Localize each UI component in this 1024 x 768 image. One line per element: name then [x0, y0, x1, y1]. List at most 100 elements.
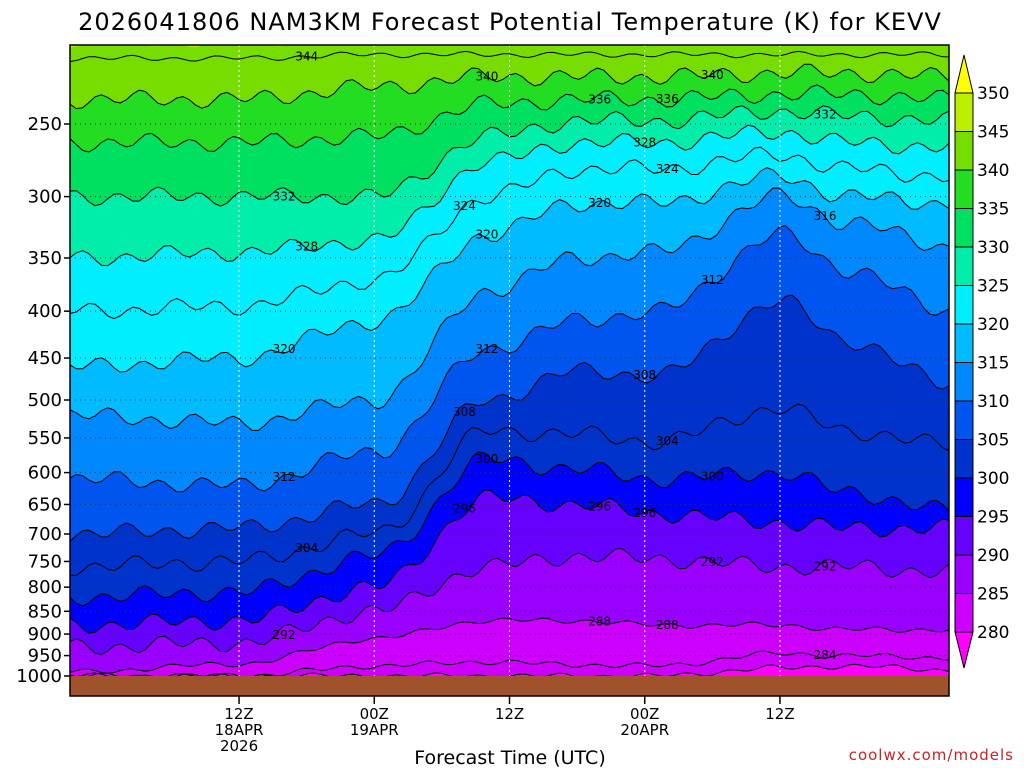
colorbar-label: 300: [977, 469, 1009, 489]
contour-label: 292: [273, 628, 296, 642]
contour-label: 304: [295, 541, 318, 555]
contour-label: 340: [476, 70, 499, 84]
y-tick-label: 700: [28, 524, 62, 545]
contour-label: 300: [701, 469, 724, 483]
x-tick-label: 12Z: [765, 705, 794, 723]
contour-labels: 3443403363403323363283323243283203243123…: [273, 49, 837, 662]
colorbar-segment: [954, 92, 974, 132]
contour-label: 320: [273, 342, 296, 356]
y-tick-label: 350: [28, 248, 62, 269]
chart-title: 2026041806 NAM3KM Forecast Potential Tem…: [78, 8, 942, 36]
contour-label: 308: [633, 368, 656, 382]
x-axis-label: Forecast Time (UTC): [414, 747, 605, 768]
contour-324: [70, 146, 949, 320]
y-tick-label: 500: [28, 390, 62, 411]
contour-288: [70, 617, 949, 674]
y-tick-label: 250: [28, 114, 62, 135]
colorbar-label: 315: [977, 354, 1009, 374]
contour-label: 320: [588, 196, 611, 210]
ground-surface: [70, 676, 949, 696]
contour-label: 324: [453, 199, 476, 213]
contour-label: 312: [476, 342, 499, 356]
colorbar-segment: [954, 131, 974, 171]
contour-label: 316: [814, 209, 837, 223]
colorbar-segment: [954, 477, 974, 517]
colorbar-label: 295: [977, 508, 1009, 528]
colorbar-min-arrow: [954, 631, 974, 669]
x-tick-label: 12Z: [495, 705, 524, 723]
contour-label: 332: [273, 190, 296, 204]
contour-label: 296: [588, 499, 611, 513]
contour-label: 284: [814, 648, 837, 662]
colorbar-segment: [954, 439, 974, 479]
contour-300: [70, 451, 949, 607]
colorbar-label: 285: [977, 585, 1009, 605]
colorbar-label: 335: [977, 200, 1009, 220]
colorbar-segment: [954, 285, 974, 325]
band-theta-340: [70, 45, 949, 109]
colorbar-segment: [954, 169, 974, 209]
gridlines: [70, 45, 949, 676]
y-tick-label: 400: [28, 301, 62, 322]
contour-316: [70, 187, 949, 432]
y-tick-label: 550: [28, 428, 62, 449]
y-tick-label: 300: [28, 187, 62, 208]
x-tick-label: 18APR: [215, 721, 264, 739]
colorbar-label: 290: [977, 546, 1009, 566]
y-tick-label: 450: [28, 348, 62, 369]
contour-label: 296: [453, 502, 476, 516]
y-tick-label: 1000: [16, 666, 62, 687]
contour-label: 304: [656, 434, 679, 448]
colorbar-label: 320: [977, 315, 1009, 335]
contour-label: 336: [656, 92, 679, 106]
contour-label: 292: [701, 555, 724, 569]
x-tick-label: 12Z: [224, 705, 253, 723]
x-tick-label: 00Z: [360, 705, 389, 723]
contour-label: 340: [701, 68, 724, 82]
y-tick-label: 750: [28, 551, 62, 572]
contour-label: 292: [814, 560, 837, 574]
y-tick-label: 650: [28, 494, 62, 515]
colorbar-segment: [954, 323, 974, 363]
contour-label: 328: [295, 239, 318, 253]
credit-link[interactable]: coolwx.com/models: [849, 746, 1014, 764]
colorbar-max-arrow: [954, 54, 974, 94]
theta-color-bands: [70, 45, 949, 679]
plot-area: [70, 45, 949, 696]
y-tick-label: 600: [28, 463, 62, 484]
contour-label: 308: [633, 368, 656, 382]
x-tick-label: 20APR: [620, 721, 669, 739]
colorbar-segment: [954, 400, 974, 440]
contour-label: 344: [295, 49, 318, 63]
colorbar-label: 310: [977, 392, 1009, 412]
contour-label: 308: [453, 405, 476, 419]
band-theta-344: [70, 45, 949, 62]
contour-label: 332: [814, 108, 837, 122]
y-tick-label: 800: [28, 577, 62, 598]
x-tick-label: 2026: [220, 737, 258, 755]
contour-label: 300: [476, 452, 499, 466]
contour-label: 328: [633, 136, 656, 150]
colorbar-segment: [954, 516, 974, 556]
y-tick-label: 850: [28, 601, 62, 622]
colorbar-label: 330: [977, 238, 1009, 258]
contour-label: 296: [633, 506, 656, 520]
y-tick-label: 900: [28, 624, 62, 645]
colorbar-label: 305: [977, 431, 1009, 451]
colorbar-segment: [954, 554, 974, 594]
y-tick-label: 950: [28, 646, 62, 667]
contour-label: 336: [588, 92, 611, 106]
contour-label: 324: [656, 162, 679, 176]
contour-label: 320: [476, 228, 499, 242]
x-tick-label: 19APR: [350, 721, 399, 739]
contour-label: 312: [701, 273, 724, 287]
colorbar-segment: [954, 208, 974, 248]
contour-label: 312: [273, 470, 296, 484]
colorbar-segment: [954, 246, 974, 286]
colorbar-segment: [954, 593, 974, 633]
colorbar: 280 285 290 295 300 305 310 315 320 325 330 335 340 3…: [954, 54, 1009, 669]
contour-label: 304: [295, 541, 318, 555]
colorbar-label: 325: [977, 277, 1009, 297]
